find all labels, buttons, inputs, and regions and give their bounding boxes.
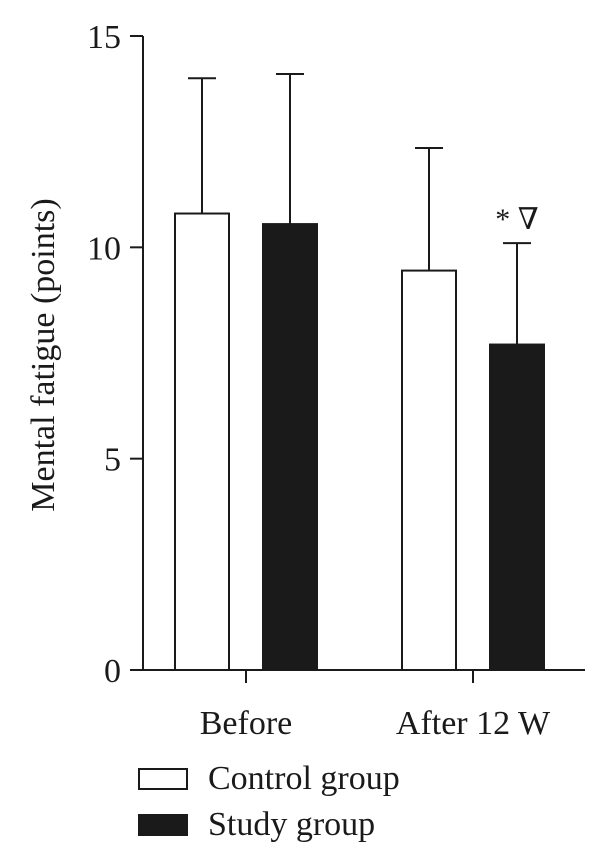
y-tick-label: 0 <box>104 653 121 690</box>
y-tick-label: 5 <box>104 442 121 479</box>
x-tick-label: Before <box>200 705 293 742</box>
y-tick-label: 10 <box>87 230 121 267</box>
bar <box>489 343 545 671</box>
legend-item-control: Control group <box>138 756 400 802</box>
legend-label-control: Control group <box>208 760 400 797</box>
axes: 0 5 10 15 Before After 12 W <box>87 19 585 742</box>
bar <box>401 269 457 671</box>
bar <box>262 223 318 671</box>
legend: Control group Study group <box>138 756 400 848</box>
y-axis-label: Mental fatigue (points) <box>25 198 62 511</box>
legend-swatch-control <box>138 768 188 790</box>
legend-item-study: Study group <box>138 802 400 848</box>
legend-swatch-study <box>138 814 188 836</box>
bars <box>174 212 545 672</box>
error-bars <box>188 73 531 345</box>
bar <box>174 212 230 672</box>
x-tick-label: After 12 W <box>396 705 551 742</box>
annotations: * ∇ <box>495 203 539 236</box>
legend-label-study: Study group <box>208 806 376 843</box>
y-tick-label: 15 <box>87 19 121 56</box>
significance-marker: * ∇ <box>495 203 539 236</box>
